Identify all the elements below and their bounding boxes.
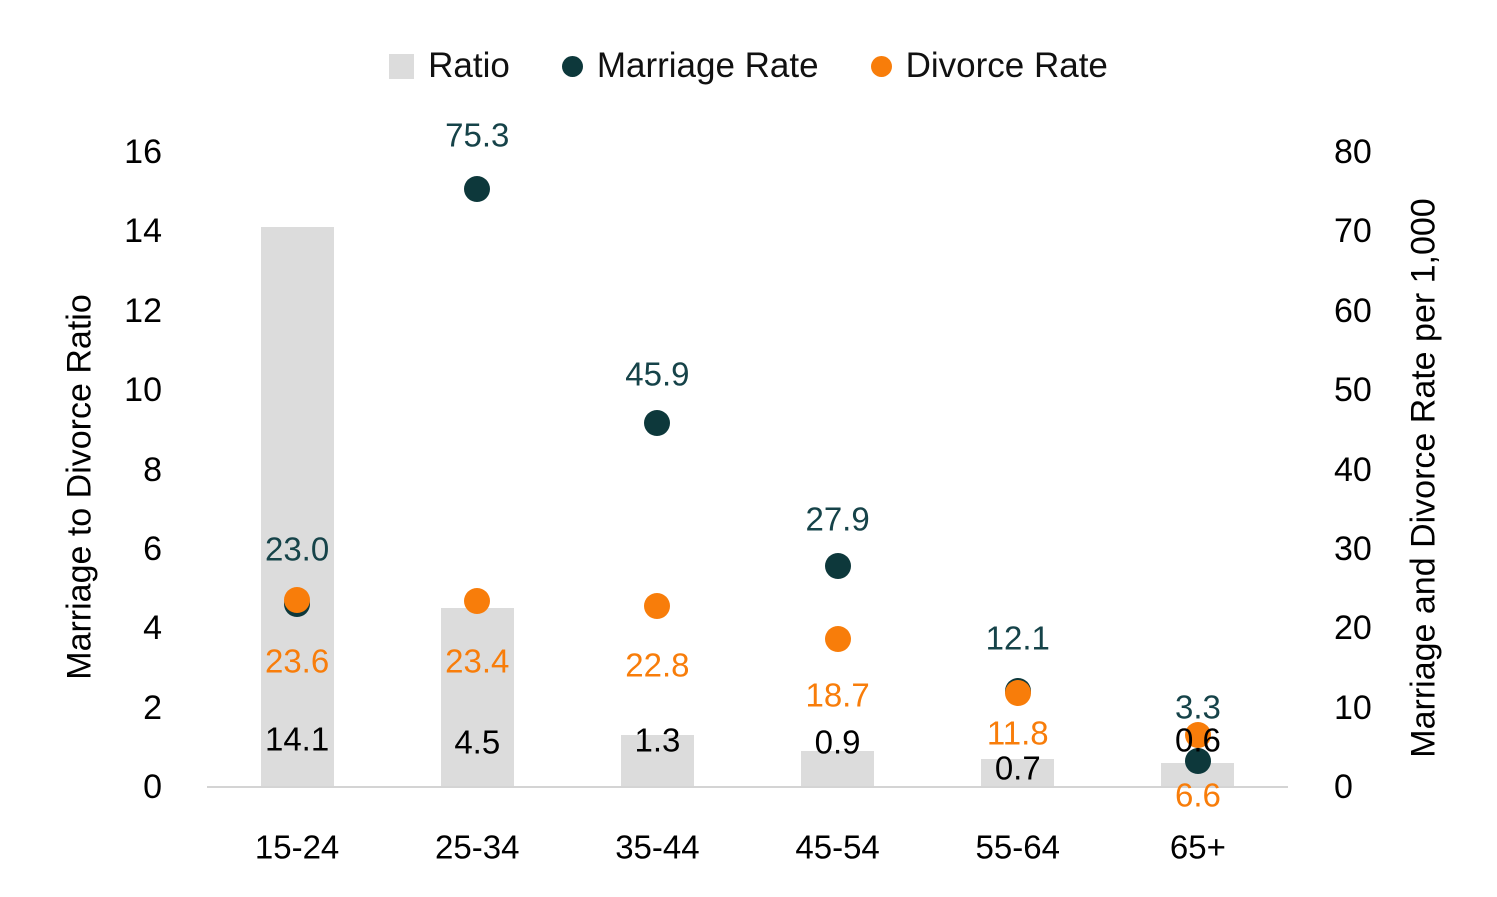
divorce-rate-dot <box>1004 680 1031 707</box>
ratio-bar <box>801 751 875 787</box>
legend: Ratio Marriage Rate Divorce Rate <box>0 46 1497 86</box>
divorce-rate-value-label: 11.8 <box>986 714 1049 752</box>
ratio-value-label: 0.9 <box>814 723 861 761</box>
marriage-rate-value-label: 75.3 <box>445 116 510 154</box>
ratio-value-label: 0.6 <box>1174 721 1221 759</box>
gray-square-swatch-icon <box>389 53 415 79</box>
x-axis-category-label: 45-54 <box>795 828 880 866</box>
marriage-rate-dot <box>1184 747 1211 774</box>
divorce-rate-dot <box>824 625 851 652</box>
ratio-value-label: 0.7 <box>994 749 1041 787</box>
marriage-rate-value-label: 3.3 <box>1174 688 1221 726</box>
right-axis-tick-label: 20 <box>1334 609 1372 648</box>
x-axis-category-label: 25-34 <box>435 828 520 866</box>
x-axis-line <box>207 786 1288 788</box>
legend-item-divorce-rate: Divorce Rate <box>870 46 1108 86</box>
divorce-rate-dot <box>464 588 491 615</box>
ratio-bar <box>440 608 514 787</box>
divorce-rate-value-label: 18.7 <box>805 676 870 714</box>
marriage-rate-value-label: 27.9 <box>805 500 870 538</box>
marriage-rate-value-label: 12.1 <box>985 619 1050 657</box>
marriage-rate-dot <box>644 409 671 436</box>
ratio-bar <box>620 735 694 787</box>
ratio-bar <box>260 227 334 787</box>
ratio-bar <box>981 759 1055 787</box>
left-axis-tick-label: 14 <box>124 212 162 251</box>
left-axis-tick-label: 6 <box>143 529 162 568</box>
orange-dot-swatch-icon <box>870 55 892 77</box>
divorce-rate-value-label: 22.8 <box>625 646 690 684</box>
right-axis-tick-label: 40 <box>1334 450 1372 489</box>
x-axis-category-label: 65+ <box>1169 828 1226 866</box>
left-axis-tick-label: 2 <box>143 688 162 727</box>
legend-item-marriage-rate: Marriage Rate <box>561 46 819 86</box>
right-axis-tick-label: 60 <box>1334 291 1372 330</box>
right-axis-tick-label: 10 <box>1334 688 1372 727</box>
marriage-rate-value-label: 45.9 <box>625 355 690 393</box>
ratio-value-label: 1.3 <box>634 721 681 759</box>
right-axis-tick-label: 80 <box>1334 133 1372 171</box>
ratio-value-label: 4.5 <box>454 723 501 761</box>
legend-label-ratio: Ratio <box>428 46 510 85</box>
left-axis-tick-label: 16 <box>124 133 162 171</box>
left-axis-tick-label: 10 <box>124 371 162 410</box>
teal-dot-swatch-icon <box>561 55 583 77</box>
right-axis-tick-label: 70 <box>1334 212 1372 251</box>
legend-label-marriage-rate: Marriage Rate <box>596 46 819 85</box>
divorce-rate-value-label: 23.4 <box>445 642 510 680</box>
divorce-rate-dot <box>1184 721 1211 748</box>
divorce-rate-dot <box>284 586 311 613</box>
legend-label-divorce-rate: Divorce Rate <box>905 46 1108 85</box>
ratio-bar <box>1161 763 1235 787</box>
left-axis-tick-label: 4 <box>143 609 162 648</box>
divorce-rate-value-label: 6.6 <box>1174 776 1221 814</box>
divorce-rate-dot <box>644 593 671 620</box>
right-axis-title: Marriage and Divorce Rate per 1,000 <box>1404 198 1443 758</box>
left-axis-tick-label: 0 <box>143 768 162 806</box>
right-axis-tick-label: 0 <box>1334 768 1353 806</box>
left-axis-tick-label: 12 <box>124 291 162 330</box>
right-axis-tick-label: 50 <box>1334 371 1372 410</box>
left-axis-tick-label: 8 <box>143 450 162 489</box>
marriage-rate-value-label: 23.0 <box>264 530 330 568</box>
right-axis-tick-label: 30 <box>1334 529 1372 568</box>
x-axis-category-label: 55-64 <box>975 828 1060 866</box>
legend-item-ratio: Ratio <box>389 46 510 86</box>
ratio-value-label: 14.1 <box>264 720 330 758</box>
x-axis-category-label: 35-44 <box>615 828 700 866</box>
marriage-rate-dot <box>824 552 851 579</box>
divorce-rate-value-label: 23.6 <box>264 642 330 680</box>
x-axis-category-label: 15-24 <box>254 828 340 866</box>
marriage-rate-dot <box>464 176 491 203</box>
